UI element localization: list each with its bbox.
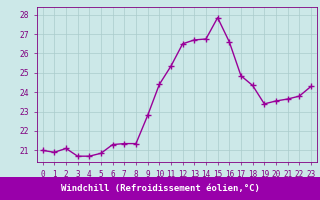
Text: Windchill (Refroidissement éolien,°C): Windchill (Refroidissement éolien,°C) — [60, 184, 260, 193]
